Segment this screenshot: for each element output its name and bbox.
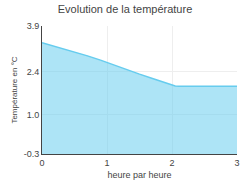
- svg-text:3.9: 3.9: [27, 21, 40, 31]
- svg-text:Température en °C: Température en °C: [10, 56, 19, 123]
- svg-text:Evolution de la température: Evolution de la température: [58, 3, 193, 15]
- svg-text:2.4: 2.4: [27, 67, 40, 77]
- svg-text:1: 1: [104, 158, 109, 168]
- svg-text:-0.3: -0.3: [24, 149, 40, 159]
- svg-text:heure par heure: heure par heure: [107, 170, 171, 180]
- svg-text:0: 0: [39, 158, 44, 168]
- svg-text:2: 2: [169, 158, 174, 168]
- svg-text:3: 3: [234, 158, 239, 168]
- svg-text:1.0: 1.0: [27, 110, 40, 120]
